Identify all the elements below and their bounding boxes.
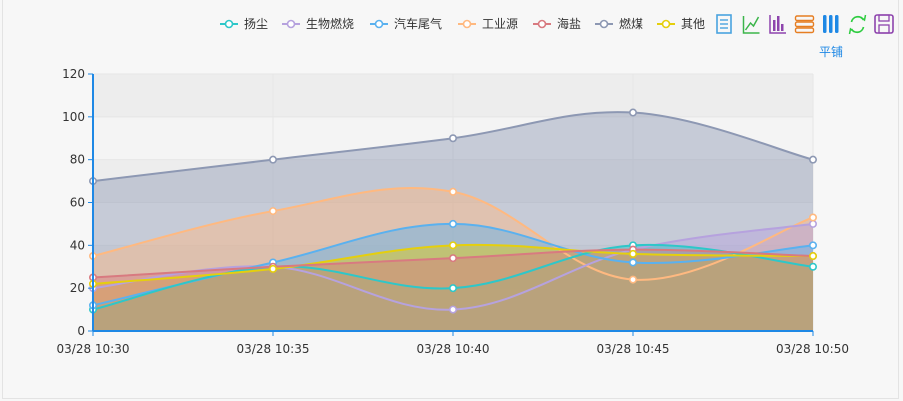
stack-icon[interactable] (793, 12, 817, 36)
legend-item[interactable]: 扬尘 (220, 16, 268, 31)
legend-label: 其他 (681, 17, 705, 31)
data-point[interactable] (448, 187, 457, 196)
legend-item[interactable]: 工业源 (458, 17, 518, 31)
y-tick-label: 0 (77, 324, 85, 338)
x-tick-label: 03/28 10:50 (776, 342, 849, 356)
data-point[interactable] (628, 108, 637, 117)
x-tick-label: 03/28 10:45 (597, 342, 670, 356)
x-tick-label: 03/28 10:40 (417, 342, 490, 356)
data-point[interactable] (808, 219, 817, 228)
data-point[interactable] (448, 254, 457, 263)
data-view-icon[interactable] (713, 12, 737, 36)
line-chart-icon[interactable] (740, 12, 764, 36)
data-point[interactable] (448, 219, 457, 228)
data-point[interactable] (808, 252, 817, 261)
data-point[interactable] (808, 241, 817, 250)
legend-label: 海盐 (557, 16, 581, 31)
axes: 0 20 40 60 80 100 120 03/28 10:30 03/28 10:35 03/… (57, 67, 849, 356)
data-point[interactable] (808, 155, 817, 164)
y-tick-label: 60 (70, 196, 85, 210)
legend-item[interactable]: 其他 (657, 17, 705, 31)
legend: 扬尘 生物燃烧 汽车尾气 工业源 海盐 燃煤 其他 (220, 16, 705, 31)
y-tick-label: 20 (70, 281, 85, 295)
series-area (93, 223, 813, 331)
data-point[interactable] (808, 262, 817, 271)
legend-label: 工业源 (482, 17, 518, 31)
data-point[interactable] (808, 213, 817, 222)
y-tick-label: 80 (70, 153, 85, 167)
save-image-icon[interactable] (872, 12, 896, 36)
data-point[interactable] (448, 134, 457, 143)
legend-item[interactable]: 海盐 (533, 16, 581, 31)
x-tick-label: 03/28 10:30 (57, 342, 130, 356)
toolbox-active-label: 平铺 (819, 45, 843, 59)
data-point[interactable] (268, 264, 277, 273)
x-tick-label: 03/28 10:35 (237, 342, 310, 356)
data-point[interactable] (448, 241, 457, 250)
legend-label: 扬尘 (244, 16, 268, 31)
legend-label: 汽车尾气 (394, 16, 442, 31)
legend-label: 燃煤 (619, 16, 643, 31)
bar-chart-icon[interactable] (766, 12, 790, 36)
data-point[interactable] (628, 258, 637, 267)
data-point[interactable] (628, 249, 637, 258)
y-tick-label: 120 (62, 67, 85, 81)
tiled-icon[interactable] (819, 12, 843, 36)
y-tick-label: 100 (62, 110, 85, 124)
data-point[interactable] (628, 275, 637, 284)
legend-item[interactable]: 燃煤 (595, 16, 643, 31)
data-point[interactable] (448, 305, 457, 314)
y-tick-label: 40 (70, 238, 85, 252)
legend-item[interactable]: 汽车尾气 (370, 16, 442, 31)
data-point[interactable] (448, 284, 457, 293)
restore-icon[interactable] (846, 12, 870, 36)
data-point[interactable] (268, 155, 277, 164)
legend-label: 生物燃烧 (306, 16, 354, 31)
series-points (89, 108, 817, 314)
toolbox: 平铺 (713, 12, 896, 59)
legend-item[interactable]: 生物燃烧 (282, 16, 354, 31)
data-point[interactable] (268, 207, 277, 216)
